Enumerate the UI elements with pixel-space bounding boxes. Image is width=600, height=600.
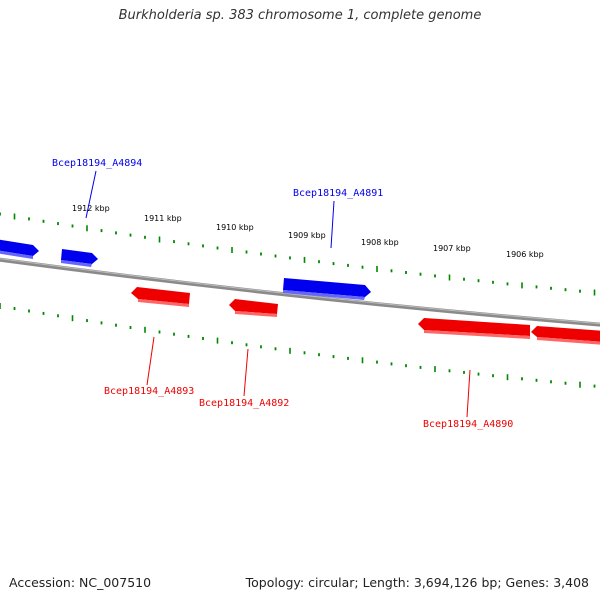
- gene-label-a4890[interactable]: Bcep18194_A4890: [423, 419, 513, 430]
- gene-arrow-bcep18194-a4893[interactable]: [131, 287, 190, 307]
- genome-summary-text: Topology: circular; Length: 3,694,126 bp…: [245, 575, 589, 590]
- map-title: Burkholderia sp. 383 chromosome 1, compl…: [118, 8, 482, 23]
- accession-text: Accession: NC_007510: [9, 575, 152, 590]
- gene-arrow-bcep18194-a4890[interactable]: [418, 318, 530, 339]
- genome-backbone-highlight: [0, 258, 600, 325]
- scale-label: 1909 kbp: [288, 231, 326, 240]
- gene-arrow-reverse-edge[interactable]: [531, 326, 600, 345]
- gene-label-a4892[interactable]: Bcep18194_A4892: [199, 398, 289, 409]
- leader-line-a4892: [243, 348, 249, 397]
- gene-label-a4893[interactable]: Bcep18194_A4893: [104, 386, 194, 397]
- scale-label: 1907 kbp: [433, 244, 471, 253]
- label-leader-lines: [85, 170, 471, 418]
- leader-line-a4890: [466, 369, 471, 418]
- tick-row-upper: [0, 212, 596, 296]
- scale-label: 1911 kbp: [144, 214, 182, 223]
- scale-label: 1908 kbp: [361, 238, 399, 247]
- scale-labels: 1912 kbp 1911 kbp 1910 kbp 1909 kbp 1908…: [72, 204, 544, 259]
- leader-line-a4894: [85, 170, 97, 219]
- gene-arrow-bcep18194-a4892[interactable]: [229, 299, 278, 317]
- scale-label: 1910 kbp: [216, 223, 254, 232]
- scale-label: 1912 kbp: [72, 204, 110, 213]
- reverse-strand-genes: [131, 287, 600, 345]
- gene-label-a4894[interactable]: Bcep18194_A4894: [52, 158, 142, 169]
- forward-strand-genes: [0, 239, 371, 300]
- gene-labels: Bcep18194_A4894 Bcep18194_A4891 Bcep1819…: [52, 158, 513, 430]
- gene-arrow-forward-edge[interactable]: [0, 239, 39, 259]
- genome-backbone: [0, 257, 600, 327]
- gene-arrow-bcep18194-a4891[interactable]: [283, 278, 371, 300]
- leader-line-a4893: [146, 336, 155, 386]
- gene-label-a4891[interactable]: Bcep18194_A4891: [293, 188, 383, 199]
- scale-label: 1906 kbp: [506, 250, 544, 259]
- tick-row-lower: [0, 303, 596, 388]
- gene-arrow-bcep18194-a4894[interactable]: [61, 249, 98, 267]
- leader-line-a4891: [330, 200, 335, 249]
